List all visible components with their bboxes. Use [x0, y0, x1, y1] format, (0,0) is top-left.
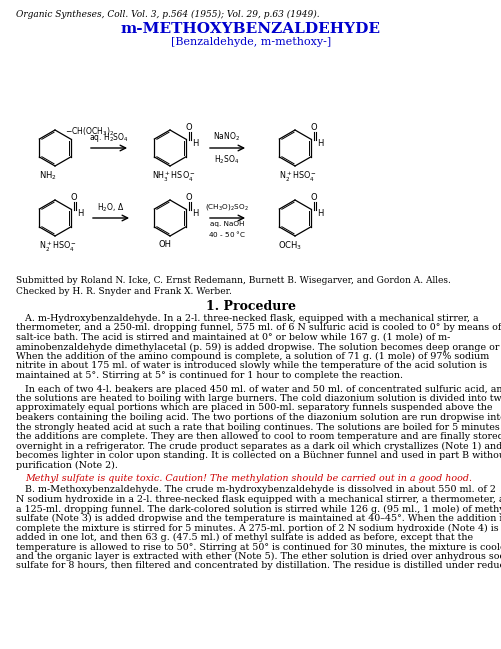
Text: aq. NaOH: aq. NaOH	[209, 221, 244, 227]
Text: added in one lot, and then 63 g. (47.5 ml.) of methyl sulfate is added as before: added in one lot, and then 63 g. (47.5 m…	[16, 533, 472, 542]
Text: [Benzaldehyde, m-methoxy-]: [Benzaldehyde, m-methoxy-]	[170, 37, 331, 47]
Text: salt-ice bath. The acid is stirred and maintained at 0° or below while 167 g. (1: salt-ice bath. The acid is stirred and m…	[16, 333, 449, 342]
Text: Submitted by Roland N. Icke, C. Ernst Redemann, Burnett B. Wisegarver, and Gordo: Submitted by Roland N. Icke, C. Ernst Re…	[16, 276, 450, 285]
Text: 40 - 50 $\degree$C: 40 - 50 $\degree$C	[207, 229, 245, 239]
Text: complete the mixture is stirred for 5 minutes. A 275-ml. portion of 2 N sodium h: complete the mixture is stirred for 5 mi…	[16, 524, 497, 533]
Text: NH$_3^+$HSO$_4^-$: NH$_3^+$HSO$_4^-$	[152, 170, 195, 184]
Text: O: O	[185, 123, 192, 132]
Text: O: O	[310, 193, 317, 202]
Text: Checked by H. R. Snyder and Frank X. Werber.: Checked by H. R. Snyder and Frank X. Wer…	[16, 287, 231, 296]
Text: H: H	[77, 210, 83, 219]
Text: 1. Procedure: 1. Procedure	[205, 300, 296, 313]
Text: the strongly heated acid at such a rate that boiling continues. The solutions ar: the strongly heated acid at such a rate …	[16, 422, 501, 432]
Text: becomes lighter in color upon standing. It is collected on a Büchner funnel and : becomes lighter in color upon standing. …	[16, 451, 501, 460]
Text: sulfate for 8 hours, then filtered and concentrated by distillation. The residue: sulfate for 8 hours, then filtered and c…	[16, 561, 501, 570]
Text: When the addition of the amino compound is complete, a solution of 71 g. (1 mole: When the addition of the amino compound …	[16, 352, 488, 361]
Text: sulfate (Note 3) is added dropwise and the temperature is maintained at 40–45°. : sulfate (Note 3) is added dropwise and t…	[16, 514, 501, 523]
Text: temperature is allowed to rise to 50°. Stirring at 50° is continued for 30 minut: temperature is allowed to rise to 50°. S…	[16, 543, 501, 552]
Text: nitrite in about 175 ml. of water is introduced slowly while the temperature of : nitrite in about 175 ml. of water is int…	[16, 361, 486, 371]
Text: N$_2^+$HSO$_4^-$: N$_2^+$HSO$_4^-$	[39, 240, 77, 254]
Text: NaNO$_2$: NaNO$_2$	[213, 130, 240, 143]
Text: OCH$_3$: OCH$_3$	[278, 240, 302, 252]
Text: the solutions are heated to boiling with large burners. The cold diazonium solut: the solutions are heated to boiling with…	[16, 394, 501, 403]
Text: N$_2^+$HSO$_4^-$: N$_2^+$HSO$_4^-$	[279, 170, 316, 184]
Text: beakers containing the boiling acid. The two portions of the diazonium solution : beakers containing the boiling acid. The…	[16, 413, 501, 422]
Text: H: H	[316, 140, 323, 149]
Text: purification (Note 2).: purification (Note 2).	[16, 461, 118, 470]
Text: O: O	[310, 123, 317, 132]
Text: A. m-Hydroxybenzaldehyde. In a 2-l. three-necked flask, equipped with a mechanic: A. m-Hydroxybenzaldehyde. In a 2-l. thre…	[16, 314, 477, 323]
Text: In each of two 4-l. beakers are placed 450 ml. of water and 50 ml. of concentrat: In each of two 4-l. beakers are placed 4…	[16, 384, 501, 393]
Text: aminobenzaldehyde dimethylacetal (p. 59) is added dropwise. The solution becomes: aminobenzaldehyde dimethylacetal (p. 59)…	[16, 343, 501, 352]
Text: Organic Syntheses, Coll. Vol. 3, p.564 (1955); Vol. 29, p.63 (1949).: Organic Syntheses, Coll. Vol. 3, p.564 (…	[16, 10, 319, 19]
Text: H: H	[191, 140, 198, 149]
Text: Methyl sulfate is quite toxic. Caution! The methylation should be carried out in: Methyl sulfate is quite toxic. Caution! …	[25, 474, 471, 483]
Text: NH$_2$: NH$_2$	[39, 170, 57, 182]
Text: H$_2$O, $\Delta$: H$_2$O, $\Delta$	[97, 201, 124, 214]
Text: m-METHOXYBENZALDEHYDE: m-METHOXYBENZALDEHYDE	[121, 22, 380, 36]
Text: N sodium hydroxide in a 2-l. three-necked flask equipped with a mechanical stirr: N sodium hydroxide in a 2-l. three-necke…	[16, 495, 501, 504]
Text: and the organic layer is extracted with ether (Note 5). The ether solution is dr: and the organic layer is extracted with …	[16, 552, 501, 561]
Text: OH: OH	[158, 240, 171, 249]
Text: maintained at 5°. Stirring at 5° is continued for 1 hour to complete the reactio: maintained at 5°. Stirring at 5° is cont…	[16, 371, 402, 380]
Text: thermometer, and a 250-ml. dropping funnel, 575 ml. of 6 N sulfuric acid is cool: thermometer, and a 250-ml. dropping funn…	[16, 323, 501, 332]
Text: a 125-ml. dropping funnel. The dark-colored solution is stirred while 126 g. (95: a 125-ml. dropping funnel. The dark-colo…	[16, 504, 501, 513]
Text: O: O	[71, 193, 77, 202]
Text: approximately equal portions which are placed in 500-ml. separatory funnels susp: approximately equal portions which are p…	[16, 404, 491, 413]
Text: $\mathregular{-}$CH(OCH$_3$)$_2$: $\mathregular{-}$CH(OCH$_3$)$_2$	[65, 125, 114, 138]
Text: the additions are complete. They are then allowed to cool to room temperature an: the additions are complete. They are the…	[16, 432, 501, 441]
Text: B. m-Methoxybenzaldehyde. The crude m-hydroxybenzaldehyde is dissolved in about : B. m-Methoxybenzaldehyde. The crude m-hy…	[16, 485, 495, 495]
Text: H: H	[316, 210, 323, 219]
Text: H$_2$SO$_4$: H$_2$SO$_4$	[214, 153, 239, 165]
Text: H: H	[191, 210, 198, 219]
Text: aq. H$_2$SO$_4$: aq. H$_2$SO$_4$	[89, 131, 129, 144]
Text: (CH$_3$O)$_2$SO$_2$: (CH$_3$O)$_2$SO$_2$	[204, 202, 248, 212]
Text: overnight in a refrigerator. The crude product separates as a dark oil which cry: overnight in a refrigerator. The crude p…	[16, 441, 501, 450]
Text: O: O	[185, 193, 192, 202]
